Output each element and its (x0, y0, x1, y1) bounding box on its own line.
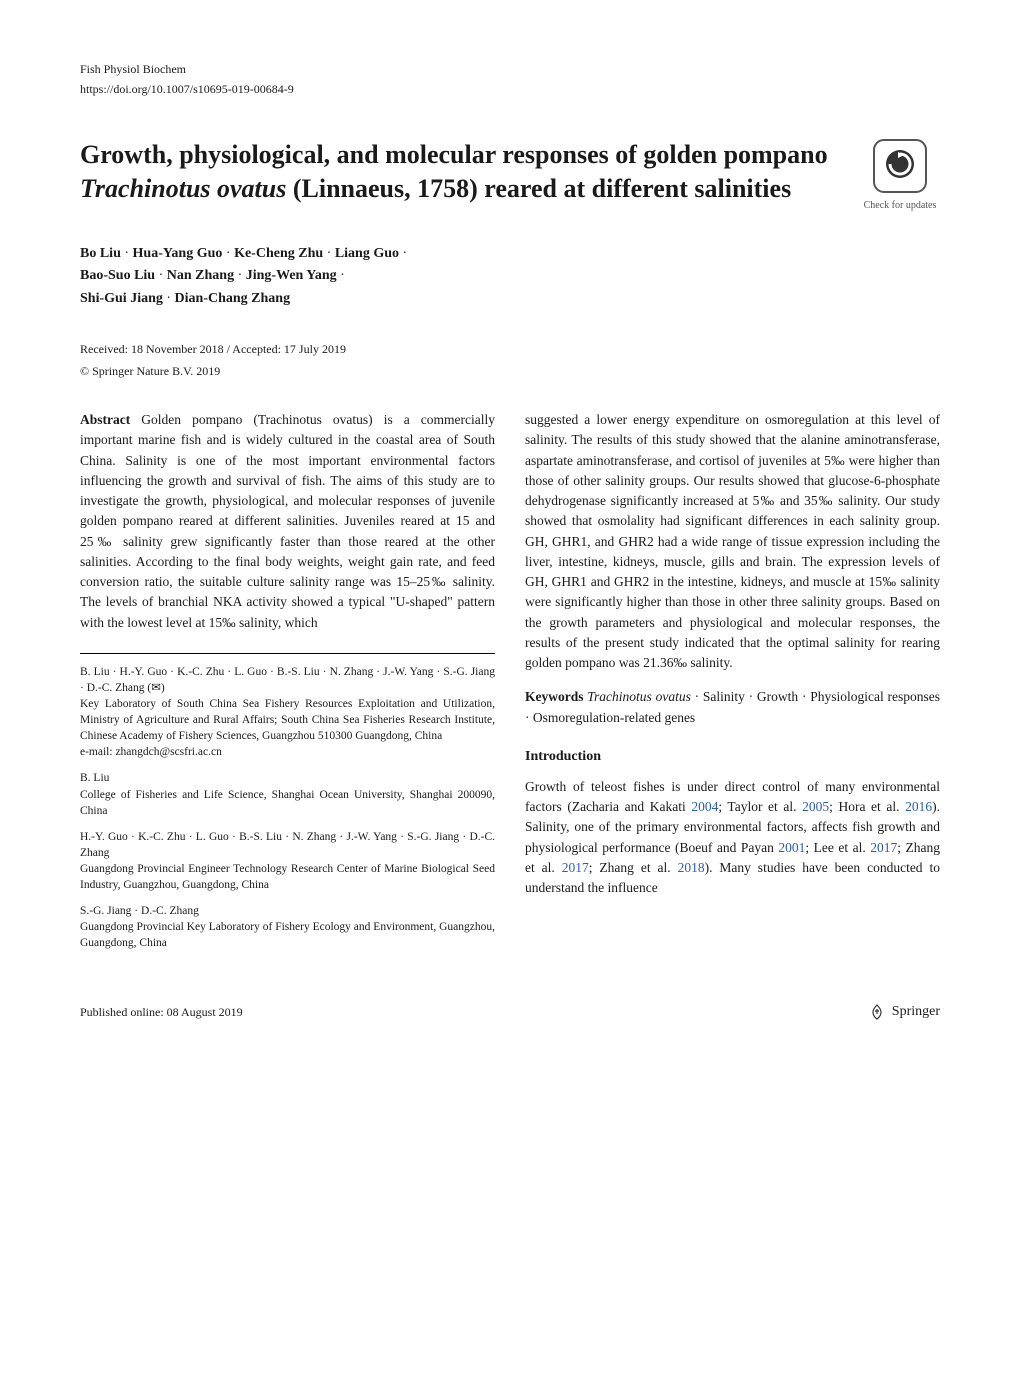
springer-label: Springer (892, 1001, 940, 1022)
keywords-label: Keywords (525, 689, 584, 704)
affil-authors: B. Liu · H.-Y. Guo · K.-C. Zhu · L. Guo … (80, 664, 495, 696)
author: Ke-Cheng Zhu (234, 246, 323, 261)
springer-icon (868, 1003, 886, 1021)
introduction-heading: Introduction (525, 746, 940, 767)
abstract-para-left: Abstract Golden pompano (Trachinotus ova… (80, 410, 495, 633)
author: Liang Guo (335, 246, 399, 261)
affiliations-block: B. Liu · H.-Y. Guo · K.-C. Zhu · L. Guo … (80, 653, 495, 952)
affil-authors: B. Liu (80, 770, 495, 786)
intro-text: ; Taylor et al. (718, 799, 802, 814)
left-column: Abstract Golden pompano (Trachinotus ova… (80, 410, 495, 961)
check-updates-badge[interactable]: Check for updates (860, 138, 940, 213)
keywords-line: Keywords Trachinotus ovatus · Salinity ·… (525, 687, 940, 728)
citation-link[interactable]: 2001 (778, 840, 805, 855)
affil-text: Guangdong Provincial Key Laboratory of F… (80, 919, 495, 951)
abstract-text-left: Golden pompano (Trachinotus ovatus) is a… (80, 412, 495, 630)
author: Shi-Gui Jiang (80, 291, 163, 306)
page-footer: Published online: 08 August 2019 Springe… (80, 1001, 940, 1022)
keywords-text: Trachinotus ovatus · Salinity · Growth ·… (525, 689, 940, 724)
affil-email: e-mail: zhangdch@scsfri.ac.cn (80, 744, 495, 760)
citation-link[interactable]: 2017 (562, 860, 589, 875)
title-species: Trachinotus ovatus (80, 174, 286, 203)
author-list: Bo Liu · Hua-Yang Guo · Ke-Cheng Zhu · L… (80, 243, 940, 310)
title-prefix: Growth, physiological, and molecular res… (80, 140, 828, 169)
affil-text: Key Laboratory of South China Sea Fisher… (80, 696, 495, 744)
author: Bao-Suo Liu (80, 268, 155, 283)
citation-link[interactable]: 2004 (691, 799, 718, 814)
right-column: suggested a lower energy expenditure on … (525, 410, 940, 961)
author: Hua-Yang Guo (133, 246, 223, 261)
author: Nan Zhang (167, 268, 234, 283)
affiliation-group: B. Liu College of Fisheries and Life Sci… (80, 770, 495, 818)
introduction-para: Growth of teleost fishes is under direct… (525, 777, 940, 899)
journal-name: Fish Physiol Biochem (80, 60, 186, 78)
author: Dian-Chang Zhang (175, 291, 291, 306)
copyright-line: © Springer Nature B.V. 2019 (80, 362, 940, 380)
check-updates-label: Check for updates (860, 198, 940, 213)
doi-link[interactable]: https://doi.org/10.1007/s10695-019-00684… (80, 80, 940, 98)
title-row: Growth, physiological, and molecular res… (80, 138, 940, 213)
affiliation-group: H.-Y. Guo · K.-C. Zhu · L. Guo · B.-S. L… (80, 829, 495, 893)
author: Jing-Wen Yang (246, 268, 337, 283)
affil-text: College of Fisheries and Life Science, S… (80, 787, 495, 819)
abstract-label: Abstract (80, 412, 130, 427)
citation-link[interactable]: 2016 (905, 799, 932, 814)
affil-text: Guangdong Provincial Engineer Technology… (80, 861, 495, 893)
published-online: Published online: 08 August 2019 (80, 1003, 243, 1021)
article-dates: Received: 18 November 2018 / Accepted: 1… (80, 340, 940, 358)
affiliation-group: S.-G. Jiang · D.-C. Zhang Guangdong Prov… (80, 903, 495, 951)
two-column-body: Abstract Golden pompano (Trachinotus ova… (80, 410, 940, 961)
article-title: Growth, physiological, and molecular res… (80, 138, 840, 206)
check-updates-icon (872, 138, 928, 194)
affil-authors: S.-G. Jiang · D.-C. Zhang (80, 903, 495, 919)
abstract-para-right: suggested a lower energy expenditure on … (525, 410, 940, 673)
citation-link[interactable]: 2017 (870, 840, 897, 855)
author: Bo Liu (80, 246, 121, 261)
affil-authors: H.-Y. Guo · K.-C. Zhu · L. Guo · B.-S. L… (80, 829, 495, 861)
received-date: Received: 18 November 2018 (80, 342, 224, 356)
intro-text: ; Hora et al. (829, 799, 905, 814)
accepted-date: Accepted: 17 July 2019 (232, 342, 346, 356)
citation-link[interactable]: 2005 (802, 799, 829, 814)
intro-text: ; Zhang et al. (589, 860, 678, 875)
affiliation-group: B. Liu · H.-Y. Guo · K.-C. Zhu · L. Guo … (80, 664, 495, 761)
springer-logo: Springer (868, 1001, 940, 1022)
citation-link[interactable]: 2018 (678, 860, 705, 875)
page-header: Fish Physiol Biochem (80, 60, 940, 78)
intro-text: ; Lee et al. (805, 840, 870, 855)
title-suffix: (Linnaeus, 1758) reared at different sal… (286, 174, 791, 203)
